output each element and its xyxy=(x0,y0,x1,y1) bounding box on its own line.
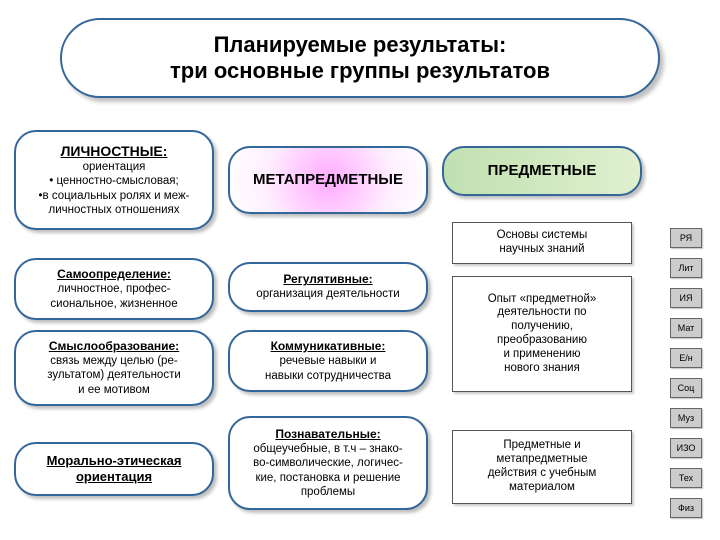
main-title: Планируемые результаты: три основные гру… xyxy=(60,18,660,98)
col2-title: МЕТАПРЕДМЕТНЫЕ xyxy=(253,171,403,190)
col1-box2: Смыслообразование: связь между целью (ре… xyxy=(14,330,214,406)
subject-tag: Мат xyxy=(670,318,702,338)
title-line2: три основные группы результатов xyxy=(170,58,550,84)
col1-sub1: ориентация xyxy=(83,160,146,174)
col1-box3: Морально-этическая ориентация xyxy=(14,442,214,496)
col1-b2-title: Смыслообразование: xyxy=(49,339,179,354)
col2-header: МЕТАПРЕДМЕТНЫЕ xyxy=(228,146,428,214)
col1-header: ЛИЧНОСТНЫЕ: ориентация • ценностно-смысл… xyxy=(14,130,214,230)
col2-b2-title: Коммуникативные: xyxy=(271,339,386,354)
subject-tag: Тех xyxy=(670,468,702,488)
subject-tag: РЯ xyxy=(670,228,702,248)
col3-rect3: Предметные и метапредметные действия с у… xyxy=(452,430,632,504)
col2-b2-text: речевые навыки и навыки сотрудничества xyxy=(265,354,391,383)
col1-title: ЛИЧНОСТНЫЕ: xyxy=(61,143,168,161)
subject-tag: Е/н xyxy=(670,348,702,368)
col3-header: ПРЕДМЕТНЫЕ xyxy=(442,146,642,196)
col1-b3-title: Морально-этическая ориентация xyxy=(47,453,182,486)
subject-tag: Физ xyxy=(670,498,702,518)
subject-tag: ИЯ xyxy=(670,288,702,308)
col1-b1-title: Самоопределение: xyxy=(57,267,171,282)
col2-box2: Коммуникативные: речевые навыки и навыки… xyxy=(228,330,428,392)
subject-tag: Муз xyxy=(670,408,702,428)
col1-sub2: • ценностно-смысловая; xyxy=(49,174,178,188)
subject-tag: Соц xyxy=(670,378,702,398)
col3-title: ПРЕДМЕТНЫЕ xyxy=(488,162,597,181)
col1-sub3: •в социальных ролях и меж- xyxy=(38,189,189,203)
col2-b1-text: организация деятельности xyxy=(256,287,399,301)
title-line1: Планируемые результаты: xyxy=(214,32,507,58)
col1-b2-text: связь между целью (ре- зультатом) деятел… xyxy=(47,354,181,397)
col1-sub4: личностных отношениях xyxy=(49,203,180,217)
col2-b1-title: Регулятивные: xyxy=(283,272,372,287)
col2-box1: Регулятивные: организация деятельности xyxy=(228,262,428,312)
col2-box3: Познавательные: общеучебные, в т.ч – зна… xyxy=(228,416,428,510)
col1-box1: Самоопределение: личностное, профес- сио… xyxy=(14,258,214,320)
col1-b1-text: личностное, профес- сиональное, жизненно… xyxy=(50,282,177,311)
col2-b3-text: общеучебные, в т.ч – знако- во-символиче… xyxy=(253,442,403,500)
subject-tag: Лит xyxy=(670,258,702,278)
col2-b3-title: Познавательные: xyxy=(275,427,380,442)
subject-tag: ИЗО xyxy=(670,438,702,458)
col3-rect2: Опыт «предметной» деятельности по получе… xyxy=(452,276,632,392)
col3-rect1: Основы системы научных знаний xyxy=(452,222,632,264)
